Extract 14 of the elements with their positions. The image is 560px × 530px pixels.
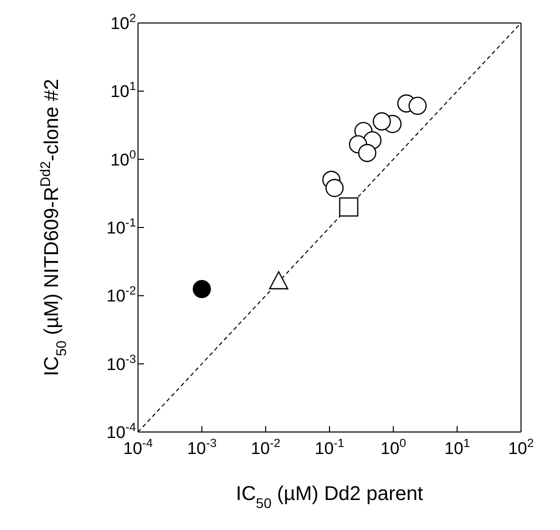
x-tick-label: 10$^{-3}$ bbox=[187, 436, 217, 458]
x-tick-label: 10$^{2}$ bbox=[508, 436, 534, 458]
y-tick-label: 10$^{2}$ bbox=[110, 11, 136, 33]
y-tick-label: 10$^{0}$ bbox=[110, 147, 136, 170]
y-tick-label: 10$^{-2}$ bbox=[106, 284, 136, 306]
x-tick-label: 10$^{1}$ bbox=[444, 436, 470, 458]
y-tick-label: 10$^{-4}$ bbox=[106, 420, 136, 442]
y-tick-label: 10$^{1}$ bbox=[110, 79, 136, 102]
x-tick-label: 10$^{0}$ bbox=[380, 436, 406, 458]
x-tick-label: 10$^{-2}$ bbox=[250, 436, 281, 458]
x-tick-label: 10$^{-1}$ bbox=[314, 436, 345, 458]
x-axis-title: IC$_{50}$ (µM) Dd2 parent bbox=[236, 483, 424, 511]
y-tick-label: 10$^{-3}$ bbox=[106, 352, 136, 374]
y-tick-label: 10$^{-1}$ bbox=[106, 216, 136, 238]
